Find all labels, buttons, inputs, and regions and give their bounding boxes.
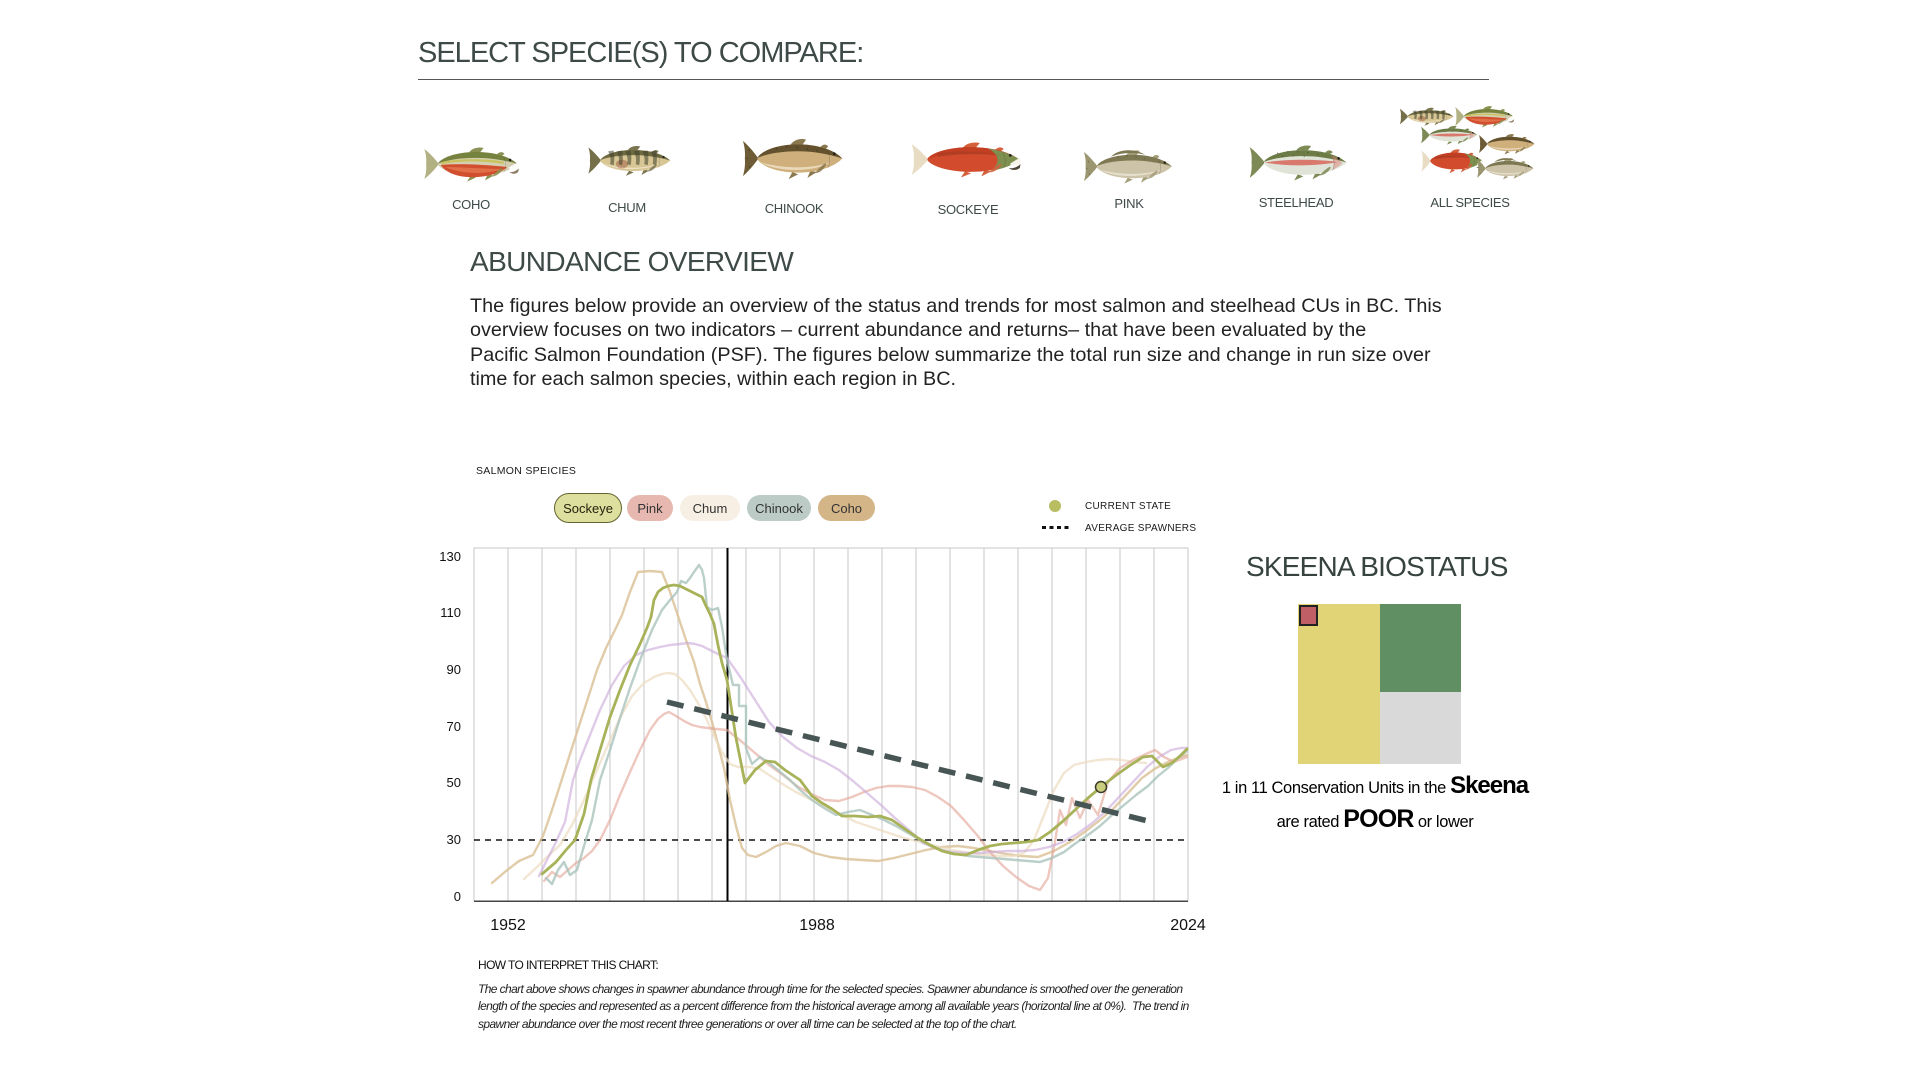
svg-text:110: 110 xyxy=(440,605,461,620)
svg-text:90: 90 xyxy=(447,662,461,677)
svg-text:1952: 1952 xyxy=(490,917,526,934)
svg-text:0: 0 xyxy=(454,889,461,904)
svg-text:30: 30 xyxy=(447,832,461,847)
svg-text:50: 50 xyxy=(447,775,461,790)
svg-text:130: 130 xyxy=(439,549,461,564)
svg-text:2024: 2024 xyxy=(1170,917,1206,934)
svg-text:70: 70 xyxy=(447,719,461,734)
svg-text:1988: 1988 xyxy=(799,917,835,934)
